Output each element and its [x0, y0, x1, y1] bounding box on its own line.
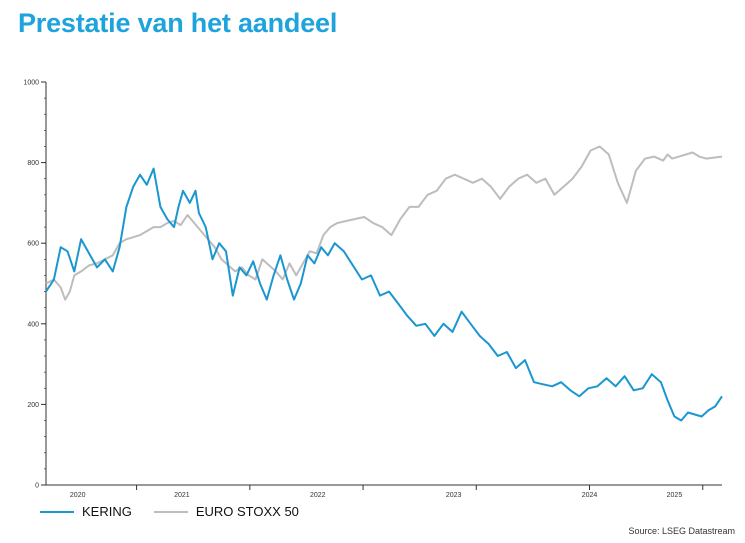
- series-line-stoxx: [45, 145, 723, 301]
- x-tick-label: 2023: [446, 492, 462, 499]
- legend-item-stoxx: EURO STOXX 50: [153, 504, 299, 519]
- x-tick-label: 2025: [667, 492, 683, 499]
- y-tick-label: 800: [27, 160, 39, 167]
- legend-label-stoxx: EURO STOXX 50: [195, 504, 299, 519]
- y-tick-label: 1000: [23, 80, 39, 87]
- y-tick-label: 0: [35, 483, 39, 490]
- source-note: Source: LSEG Datastream: [628, 526, 735, 536]
- legend-swatch-stoxx: [153, 510, 188, 513]
- x-tick-label: 2022: [310, 492, 326, 499]
- legend-swatch-kering: [40, 510, 74, 513]
- y-tick-label: 200: [27, 402, 39, 409]
- x-tick-label: 2021: [174, 492, 190, 499]
- y-tick-label: 400: [27, 321, 39, 328]
- chart-legend: KERING EURO STOXX 50: [40, 504, 321, 519]
- x-tick-label: 2024: [582, 492, 598, 499]
- chart-axes: 0 200 400 600 800 1000 2020 2021 2022 2023 2024 202…: [23, 80, 722, 499]
- page-title: Prestatie van het aandeel: [18, 8, 338, 38]
- y-tick-label: 600: [27, 241, 39, 248]
- chart-series: [45, 145, 723, 422]
- legend-item-kering: KERING: [40, 504, 132, 519]
- legend-label-kering: KERING: [82, 504, 132, 519]
- series-line-kering: [45, 167, 723, 422]
- x-tick-label: 2020: [70, 492, 86, 499]
